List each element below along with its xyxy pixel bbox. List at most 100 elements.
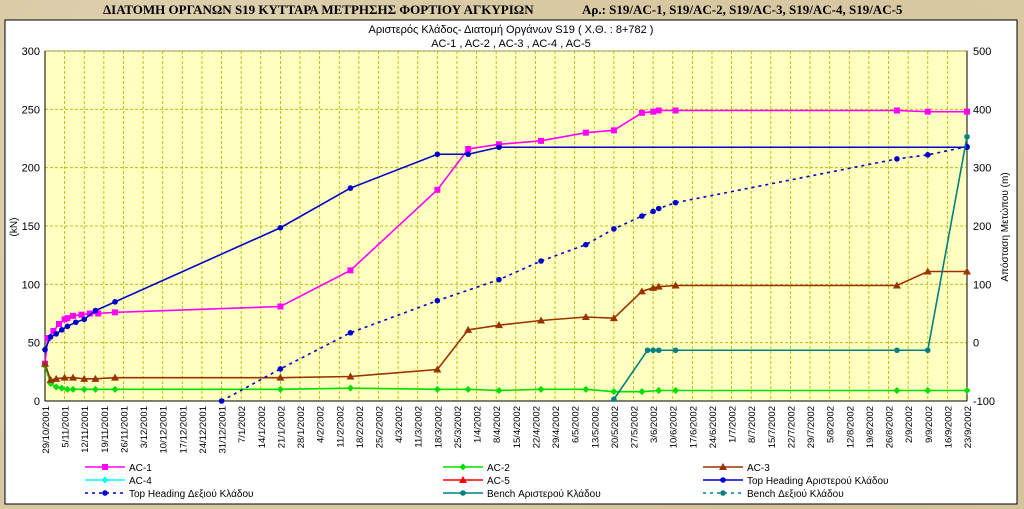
series-point-2: [52, 374, 61, 382]
series-point-1: [582, 385, 590, 393]
series-point-1: [276, 385, 284, 393]
x-tick-label: 3/6/2002: [649, 406, 660, 443]
series-point-1: [63, 385, 71, 393]
legend-marker: [719, 463, 727, 470]
x-tick-label: 18/3/2002: [433, 406, 444, 448]
x-tick-label: 6/5/2002: [571, 406, 582, 443]
series-point-2: [346, 372, 355, 380]
series-point-2: [80, 374, 89, 382]
x-tick-label: 25/3/2002: [453, 406, 464, 448]
series-point-7: [655, 347, 662, 354]
x-tick-label: 26/8/2002: [885, 406, 896, 448]
x-tick-label: 5/11/2001: [61, 406, 72, 448]
series-point-6: [924, 152, 931, 158]
series-point-1: [638, 388, 646, 396]
x-tick-label: 29/7/2002: [806, 406, 817, 448]
y-tick-label: 300: [22, 46, 40, 58]
series-point-1: [537, 385, 545, 393]
x-tick-label: 11/3/2002: [414, 406, 425, 448]
chart-title: Αριστερός Κλάδος- Διατομή Οργάνων S19 ( …: [369, 24, 654, 36]
instrument-list: Αρ.: S19/AC-1, S19/AC-2, S19/AC-3, S19/A…: [582, 2, 903, 17]
y-tick-label: 100: [22, 279, 40, 291]
legend-marker: [459, 476, 467, 483]
series-point-0: [78, 311, 85, 318]
series-point-6: [639, 213, 645, 219]
series-point-6: [894, 156, 900, 162]
series-point-0: [70, 312, 77, 319]
series-point-5: [347, 185, 354, 191]
series-point-0: [347, 267, 354, 274]
series-point-0: [95, 310, 102, 317]
series-point-5: [81, 316, 88, 323]
series-point-6: [583, 241, 589, 248]
x-tick-label: 11/2/2002: [335, 406, 346, 448]
series-point-6: [611, 226, 617, 232]
series-point-0: [582, 129, 589, 136]
series-point-2: [69, 373, 78, 381]
x-tick-label: 5/8/2002: [826, 406, 837, 443]
series-point-2: [637, 287, 646, 295]
series-point-1: [91, 385, 99, 393]
series-point-1: [464, 385, 472, 393]
series-point-5: [465, 151, 471, 158]
series-point-0: [56, 321, 63, 327]
y-tick-label: 200: [22, 163, 40, 175]
series-point-7: [650, 347, 656, 354]
series-point-1: [655, 387, 663, 394]
series-point-2: [537, 316, 546, 324]
series-point-5: [53, 331, 60, 337]
series-point-5: [64, 323, 71, 330]
x-tick-label: 25/2/2002: [374, 406, 385, 448]
series-point-6: [347, 329, 354, 336]
y2-tick-label: 0: [973, 338, 979, 350]
series-point-1: [672, 387, 680, 394]
x-tick-label: 19/8/2002: [865, 406, 876, 448]
series-point-7: [644, 347, 651, 354]
series-point-6: [538, 258, 544, 264]
x-tick-label: 10/12/2001: [159, 406, 170, 454]
series-point-6: [655, 205, 662, 212]
legend-label: AC-1: [129, 463, 152, 474]
series-point-5: [73, 319, 79, 326]
x-tick-label: 16/9/2002: [943, 406, 954, 448]
x-tick-label: 26/11/2001: [119, 406, 130, 453]
series-point-7: [924, 347, 931, 354]
series-point-0: [495, 141, 502, 148]
legend-marker: [102, 490, 108, 496]
legend-marker: [460, 490, 466, 496]
series-point-0: [86, 310, 93, 317]
series-point-2: [654, 282, 663, 290]
series-point-1: [495, 387, 503, 394]
x-tick-label: 4/3/2002: [394, 406, 405, 443]
series-point-6: [650, 208, 656, 215]
series-point-2: [494, 321, 503, 329]
series-point-5: [92, 307, 99, 314]
legend-label: AC-3: [747, 463, 770, 474]
legend-label: AC-2: [487, 463, 510, 474]
legend-marker: [101, 476, 109, 484]
series-point-2: [91, 374, 100, 382]
legend-marker: [102, 464, 108, 470]
legend-label: AC-5: [487, 476, 510, 487]
x-tick-label: 29/4/2002: [551, 406, 562, 448]
legend-label: Top Heading Δεξιού Κλάδου: [129, 488, 253, 500]
series-point-1: [52, 383, 60, 391]
series-point-7: [894, 347, 900, 354]
series-point-1: [69, 385, 77, 393]
series-point-2: [60, 373, 69, 381]
x-tick-label: 22/7/2002: [786, 406, 797, 448]
chart-subtitle: AC-1 , AC-2 , AC-3 , AC-4 , AC-5: [431, 38, 591, 50]
x-tick-label: 22/4/2002: [531, 406, 542, 448]
x-tick-label: 9/9/2002: [924, 406, 935, 443]
legend-label: Top Heading Αριστερού Κλάδου: [747, 475, 888, 487]
x-tick-label: 4/2/2002: [316, 406, 327, 443]
legend-label: Bench Δεξιού Κλάδου: [747, 488, 844, 500]
legend-marker: [720, 477, 726, 483]
series-point-2: [276, 373, 285, 381]
x-tick-label: 7/1/2002: [237, 406, 248, 443]
series-point-5: [42, 346, 48, 353]
x-tick-label: 21/1/2002: [276, 406, 287, 448]
legend: AC-1 AC-2 AC-3 AC-4 AC-5 Top Heading Αριστερο…: [85, 463, 888, 500]
x-tick-label: 8/4/2002: [492, 406, 503, 443]
series-point-0: [64, 315, 71, 322]
